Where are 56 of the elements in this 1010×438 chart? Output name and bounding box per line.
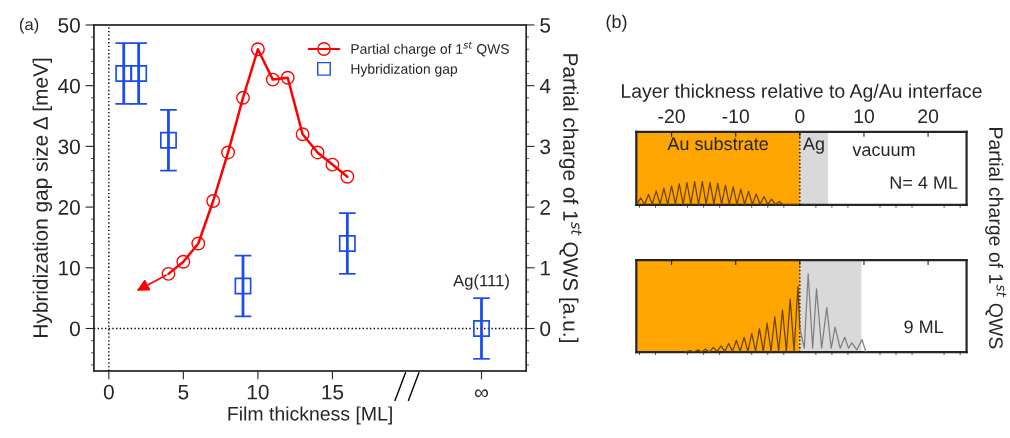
y2-tick-label: 5 — [540, 18, 551, 33]
legend-label: Hybridization gap — [351, 63, 458, 77]
y2-tick-label: 2 — [540, 200, 550, 215]
y-tick-label: 20 — [58, 200, 80, 215]
y-tick-label: 30 — [58, 139, 80, 155]
point — [176, 254, 191, 269]
legend-label: Partial charge of 1$^{st}$ QWS — [351, 41, 509, 57]
point — [325, 157, 340, 172]
point — [130, 65, 148, 83]
x-axis-title: Film thickness [ML] — [228, 406, 392, 425]
text: (b) — [606, 14, 627, 32]
point — [338, 235, 356, 252]
text: (a) — [19, 18, 39, 34]
x-tick-label: 10 — [854, 109, 875, 124]
y-tick-label: 0 — [69, 321, 80, 337]
text: vacuum — [852, 146, 915, 157]
point — [295, 127, 310, 142]
point — [234, 277, 252, 295]
annotation: N= 4 ML — [890, 176, 958, 189]
point — [191, 236, 206, 251]
x-tick-label: 10 — [247, 384, 269, 400]
x-tick-label: ∞ — [474, 389, 489, 398]
point — [310, 145, 325, 160]
x-tick-label: 0 — [795, 109, 805, 124]
x-tick-label: 20 — [918, 109, 939, 124]
y2-tick-label: 1 — [540, 261, 550, 276]
y2-tick-label: 3 — [540, 139, 551, 155]
point — [221, 145, 236, 160]
y2-tick-label: 0 — [540, 321, 551, 337]
band-label: Ag — [802, 137, 824, 154]
y2-tick-label: 4 — [539, 78, 551, 94]
y-tick-label: 40 — [58, 78, 80, 94]
x-tick-label: 15 — [322, 384, 344, 400]
y-tick-label: 10 — [59, 260, 80, 276]
point — [161, 266, 176, 281]
band-label: Au substrate — [667, 136, 768, 151]
y-tick-label: 50 — [58, 17, 80, 33]
x-tick-label: 0 — [103, 384, 114, 400]
x-tick-label: 5 — [178, 384, 189, 400]
y2-axis-title: Partial charge of 1$^{st}$ QWS [a.u.] — [559, 54, 582, 342]
x-axis-title: Layer thickness relative to Ag/Au interface — [622, 83, 982, 102]
point — [159, 131, 177, 149]
point — [206, 194, 221, 208]
x-tick-label: -10 — [722, 109, 749, 124]
point — [473, 320, 490, 337]
annotation: 9 ML — [904, 320, 944, 334]
y-axis-title: Hybridization gap size Δ [meV] — [32, 58, 53, 337]
point — [115, 65, 133, 83]
annotation: Ag(111) — [453, 274, 509, 290]
x-tick-label: -20 — [658, 109, 685, 124]
point — [250, 42, 265, 57]
point — [280, 70, 295, 85]
y-axis-title: Partial charge of 1$^{st}$ QWS — [985, 128, 1007, 349]
point — [265, 72, 280, 87]
point — [340, 169, 355, 184]
point — [236, 90, 250, 105]
